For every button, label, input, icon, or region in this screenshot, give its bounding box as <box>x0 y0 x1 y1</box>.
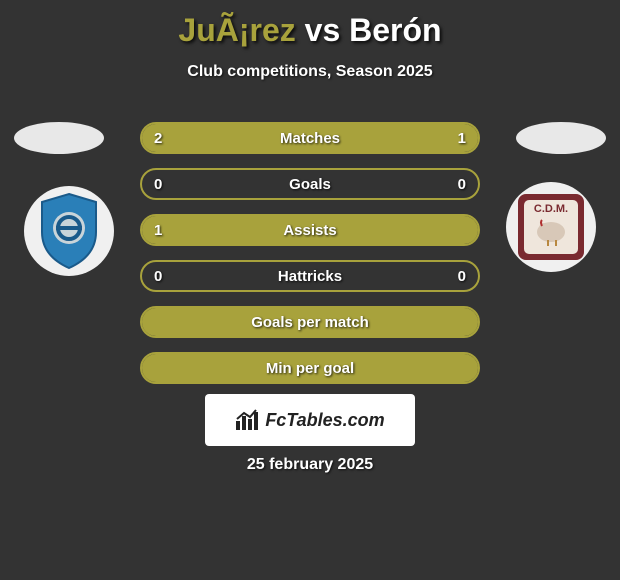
stat-label: Goals per match <box>142 314 478 331</box>
page-title: JuÃ¡rez vs Berón <box>0 0 620 49</box>
stat-label: Hattricks <box>142 268 478 285</box>
svg-text:C.D.M.: C.D.M. <box>534 203 568 215</box>
stat-value-left: 2 <box>154 130 162 147</box>
club-badge-left <box>24 186 114 276</box>
fctables-watermark: FcTables.com <box>205 394 415 446</box>
club-badge-right: C.D.M. <box>506 182 596 272</box>
chart-icon <box>235 409 259 431</box>
player2-avatar-placeholder <box>516 122 606 154</box>
subtitle: Club competitions, Season 2025 <box>0 63 620 81</box>
comparison-date: 25 february 2025 <box>0 456 620 474</box>
fctables-label: FcTables.com <box>265 410 384 431</box>
player1-name: JuÃ¡rez <box>178 12 295 48</box>
stat-row: Hattricks0 0 <box>140 260 480 292</box>
stat-value-left: 0 <box>154 268 162 285</box>
stat-value-right: 1 <box>458 130 466 147</box>
stat-row: Goals per match <box>140 306 480 338</box>
stat-label: Assists <box>142 222 478 239</box>
stat-value-right: 0 <box>458 268 466 285</box>
stat-row: Goals0 0 <box>140 168 480 200</box>
stat-label: Min per goal <box>142 360 478 377</box>
badge-icon: C.D.M. <box>512 188 590 266</box>
player1-avatar-placeholder <box>14 122 104 154</box>
stat-row: Matches2 1 <box>140 122 480 154</box>
stat-row: Min per goal <box>140 352 480 384</box>
vs-text: vs <box>305 12 341 48</box>
stat-value-left: 0 <box>154 176 162 193</box>
shield-icon <box>34 192 104 270</box>
stat-row: Assists1 <box>140 214 480 246</box>
stat-label: Matches <box>142 130 478 147</box>
stat-label: Goals <box>142 176 478 193</box>
stat-value-right: 0 <box>458 176 466 193</box>
player2-name: Berón <box>349 12 441 48</box>
stat-value-left: 1 <box>154 222 162 239</box>
